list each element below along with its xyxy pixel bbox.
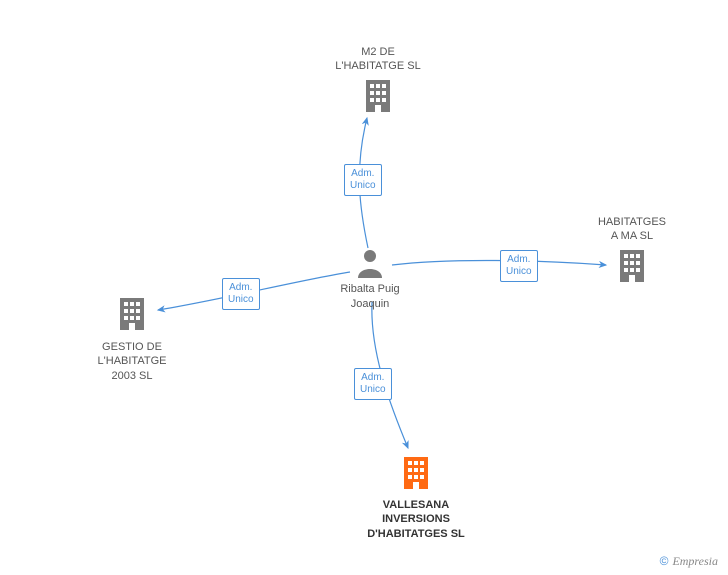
person-label-2: Joaquin [338, 297, 402, 311]
building-icon [117, 296, 147, 334]
company-label-line: 2003 SL [72, 369, 192, 383]
edge-label: Adm.Unico [354, 368, 392, 400]
edge-label-line: Unico [506, 266, 532, 278]
person-node[interactable]: Ribalta Puig Joaquin [338, 248, 402, 311]
company-label-line: D'HABITATGES SL [356, 527, 476, 541]
edge-label: Adm.Unico [222, 278, 260, 310]
company-label-line: L'HABITATGE [72, 354, 192, 368]
watermark: ©Empresia [660, 554, 718, 569]
company-node-amasl[interactable]: HABITATGESA MA SL [572, 215, 692, 244]
company-label-line: HABITATGES [572, 215, 692, 229]
person-label-1: Ribalta Puig [338, 282, 402, 296]
copyright-symbol: © [660, 554, 669, 568]
edge-label: Adm.Unico [344, 164, 382, 196]
company-node-gestio[interactable]: GESTIO DEL'HABITATGE2003 SL [72, 340, 192, 383]
watermark-text: Empresia [672, 554, 718, 568]
company-label-line: VALLESANA [356, 498, 476, 512]
company-label-line: INVERSIONS [356, 512, 476, 526]
building-icon [363, 78, 393, 116]
building-icon [617, 248, 647, 286]
company-label-line: L'HABITATGE SL [318, 59, 438, 73]
edge-label-line: Unico [350, 180, 376, 192]
company-label-line: GESTIO DE [72, 340, 192, 354]
company-node-m2[interactable]: M2 DEL'HABITATGE SL [318, 45, 438, 74]
edge-label-line: Adm. [228, 282, 254, 294]
edge-label-line: Unico [228, 294, 254, 306]
edge-label-line: Unico [360, 384, 386, 396]
company-label-line: M2 DE [318, 45, 438, 59]
company-label-line: A MA SL [572, 229, 692, 243]
edge-label: Adm.Unico [500, 250, 538, 282]
edge-label-line: Adm. [350, 168, 376, 180]
edge-path [392, 260, 606, 265]
edge-label-line: Adm. [360, 372, 386, 384]
edge-label-line: Adm. [506, 254, 532, 266]
company-node-vallesana[interactable]: VALLESANAINVERSIONSD'HABITATGES SL [356, 498, 476, 541]
building-icon [401, 455, 431, 493]
person-icon [356, 248, 384, 278]
